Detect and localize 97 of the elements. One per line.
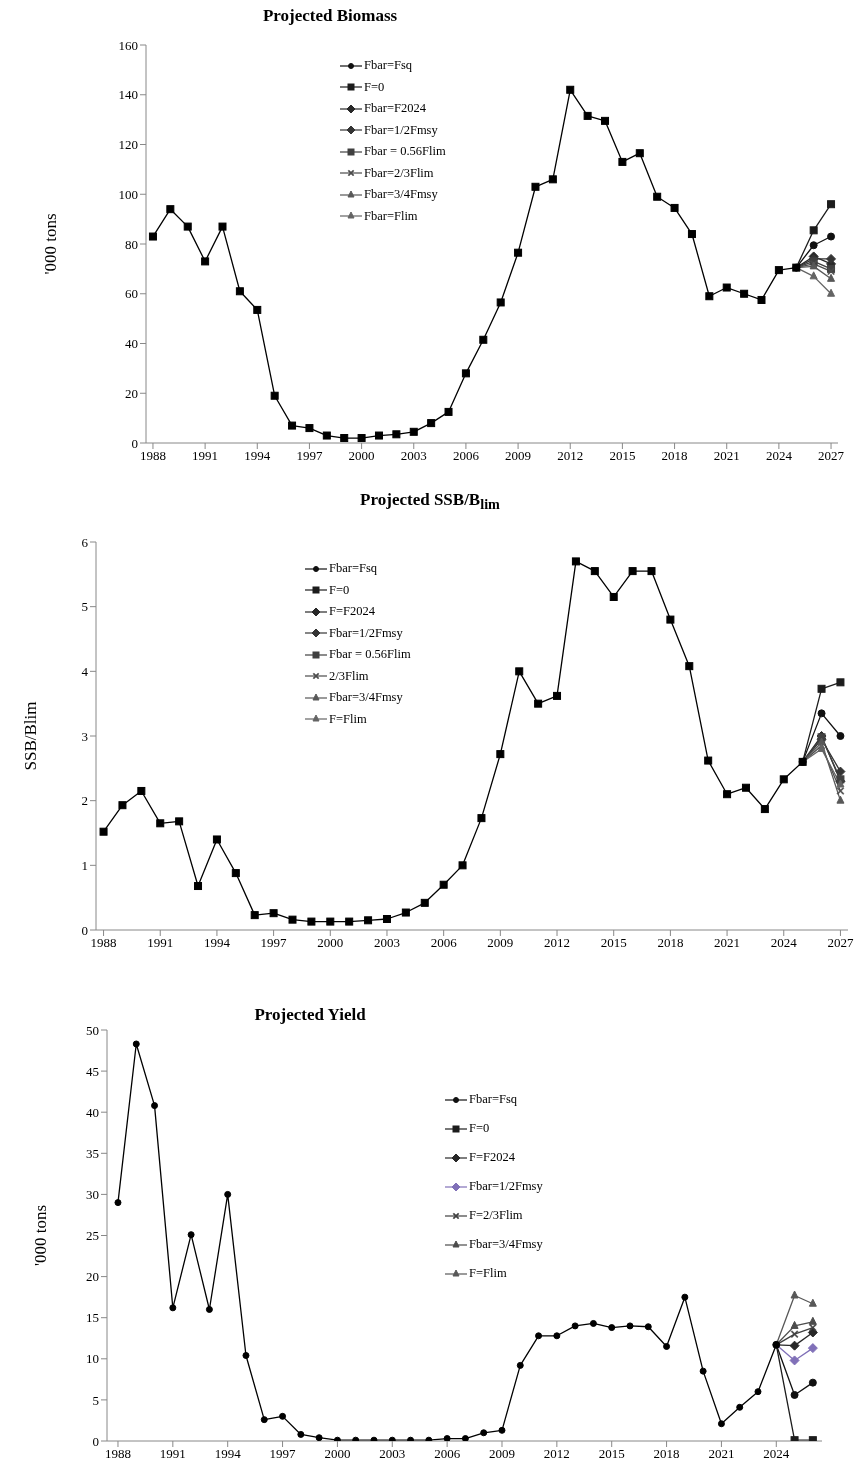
y-tick-label: 3 [81, 728, 88, 744]
legend-label: Fbar=Fsq [364, 58, 413, 74]
x-tick-label: 2024 [770, 935, 798, 951]
legend-label: Fbar=Flim [364, 208, 418, 224]
legend-label: F=F2024 [469, 1150, 515, 1165]
x-tick-label: 2006 [452, 448, 480, 464]
y-tick-label: 30 [86, 1187, 99, 1203]
x-tick-label: 1988 [139, 448, 166, 464]
y-tick-label: 40 [86, 1104, 99, 1120]
x-tick-label: 2027 [818, 448, 845, 464]
legend-label: Fbar=2/3Flim [364, 165, 434, 181]
y-tick-label: 140 [118, 87, 138, 103]
legend-label: F=0 [364, 79, 385, 95]
x-tick-label: 2006 [434, 1446, 461, 1462]
x-tick-label: 2021 [714, 935, 741, 951]
legend-label: Fbar = 0.56Flim [329, 647, 411, 663]
y-tick-label: 20 [86, 1269, 99, 1285]
x-tick-label: 2021 [713, 448, 740, 464]
legend-label: Fbar=3/4Fmsy [329, 690, 403, 706]
x-tick-label: 1997 [260, 935, 288, 951]
legend-label: Fbar = 0.56Flim [364, 144, 446, 160]
x-tick-label: 2024 [763, 1446, 790, 1462]
x-tick-label: 2006 [430, 935, 458, 951]
y-tick-label: 1 [81, 857, 88, 873]
x-tick-label: 2018 [653, 1446, 680, 1462]
legend-label: Fbar=1/2Fmsy [329, 625, 403, 641]
y-tick-label: 40 [125, 336, 138, 352]
legend-label: F=0 [469, 1121, 490, 1136]
x-tick-label: 2015 [600, 935, 627, 951]
x-tick-label: 1997 [269, 1446, 297, 1462]
x-tick-label: 2024 [765, 448, 793, 464]
x-tick-label: 1994 [214, 1446, 242, 1462]
y-tick-label: 20 [125, 385, 138, 401]
chart-title: Projected SSB/B$_{lim}$ [359, 490, 501, 514]
legend-label: Fbar=Fsq [469, 1092, 518, 1107]
x-tick-label: 1994 [244, 448, 271, 464]
chart-title: Projected Biomass [261, 6, 399, 26]
legend-label: Fbar=3/4Fmsy [364, 187, 438, 203]
y-tick-label: 2 [81, 793, 88, 809]
x-tick-label: 2012 [543, 1446, 570, 1462]
y-tick-label: 0 [92, 1433, 99, 1449]
y-tick-label: 6 [81, 534, 89, 550]
y-axis-title: '000 tons [41, 213, 61, 275]
legend-label: Fbar=F2024 [364, 101, 426, 117]
legend-label: Fbar=3/4Fmsy [469, 1237, 543, 1252]
x-tick-label: 2027 [827, 935, 854, 951]
y-tick-label: 120 [118, 137, 138, 153]
x-tick-label: 2009 [488, 1446, 515, 1462]
x-tick-label: 2018 [657, 935, 684, 951]
x-tick-label: 2000 [324, 1446, 351, 1462]
x-tick-label: 2009 [505, 448, 532, 464]
legend-label: F=2/3Flim [469, 1208, 523, 1223]
y-tick-label: 100 [118, 186, 138, 202]
y-tick-label: 25 [86, 1228, 99, 1244]
x-tick-label: 2009 [487, 935, 514, 951]
y-tick-label: 50 [86, 1022, 99, 1038]
y-tick-label: 4 [81, 663, 89, 679]
x-tick-label: 2000 [317, 935, 344, 951]
legend-label: 2/3Flim [329, 668, 369, 684]
x-tick-label: 1997 [296, 448, 323, 464]
x-tick-label: 2018 [661, 448, 688, 464]
chart-title: Projected Yield [253, 1005, 367, 1025]
x-tick-label: 2003 [373, 935, 400, 951]
x-tick-label: 2015 [598, 1446, 625, 1462]
y-tick-label: 160 [118, 37, 138, 53]
y-tick-label: 60 [125, 286, 138, 302]
legend-label: Fbar=1/2Fmsy [469, 1179, 543, 1194]
y-tick-label: 5 [81, 599, 88, 615]
y-axis-title: '000 tons [31, 1204, 51, 1267]
x-tick-label: 2003 [400, 448, 427, 464]
x-tick-label: 1991 [192, 448, 219, 464]
y-tick-label: 0 [81, 922, 88, 938]
y-tick-label: 45 [86, 1063, 99, 1079]
x-tick-label: 2012 [557, 448, 584, 464]
y-tick-label: 10 [86, 1351, 99, 1367]
y-tick-label: 35 [86, 1145, 99, 1161]
y-tick-label: 0 [131, 435, 138, 451]
legend-label: F=F2024 [329, 604, 375, 620]
legend-label: F=Flim [469, 1266, 507, 1281]
x-tick-label: 1994 [203, 935, 231, 951]
x-tick-label: 1991 [159, 1446, 186, 1462]
x-tick-label: 2012 [544, 935, 571, 951]
legend-label: Fbar=1/2Fmsy [364, 122, 438, 138]
x-tick-label: 1991 [147, 935, 174, 951]
legend-label: F=0 [329, 582, 350, 598]
x-tick-label: 2015 [609, 448, 636, 464]
y-tick-label: 80 [125, 236, 138, 252]
legend-label: Fbar=Fsq [329, 561, 378, 577]
x-tick-label: 2003 [379, 1446, 406, 1462]
x-tick-label: 2000 [348, 448, 375, 464]
x-tick-label: 1988 [90, 935, 117, 951]
y-tick-label: 15 [86, 1310, 99, 1326]
x-tick-label: 1988 [104, 1446, 131, 1462]
legend-label: F=Flim [329, 711, 367, 727]
y-axis-title: SSB/Blim [21, 701, 41, 771]
x-tick-label: 2021 [708, 1446, 735, 1462]
y-tick-label: 5 [92, 1392, 99, 1408]
